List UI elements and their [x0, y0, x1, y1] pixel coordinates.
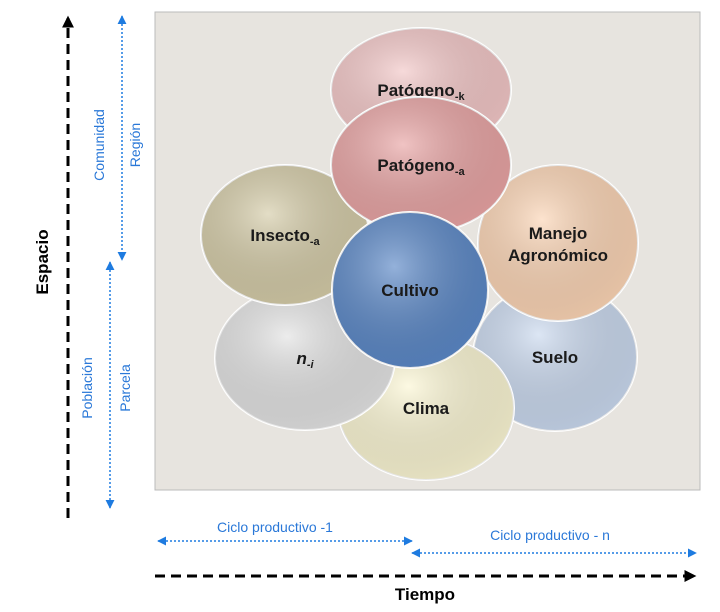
node-label: Patógeno-k	[377, 81, 465, 103]
node-shade	[201, 165, 369, 305]
node-shade	[331, 97, 511, 233]
time-scale-label: Ciclo productivo -1	[217, 519, 333, 535]
node-label: n-i	[296, 349, 314, 371]
node-label: Cultivo	[381, 281, 439, 300]
node-label-main: n	[296, 349, 306, 368]
space-scale-label: Región	[127, 123, 143, 167]
node-label-main: Cultivo	[381, 281, 439, 300]
space-scale-label: Comunidad	[91, 109, 107, 181]
node-label-main: Patógeno	[377, 81, 454, 100]
node: Cultivo	[331, 211, 489, 369]
node-label: Clima	[403, 399, 450, 418]
time-axis-label: Tiempo	[395, 585, 455, 604]
node-label-main: Suelo	[532, 348, 578, 367]
node: Manejo Agronómico	[477, 164, 639, 322]
node-label-sub: -i	[307, 359, 315, 371]
node-label-main: Insecto	[250, 226, 310, 245]
node-label-main: Clima	[403, 399, 450, 418]
node: Patógeno-a	[330, 96, 512, 234]
node-label-sub: -a	[455, 166, 466, 178]
node-shade	[478, 165, 638, 321]
node-label-sub: -a	[310, 236, 321, 248]
node-label-main: Patógeno	[377, 156, 454, 175]
space-scale-label: Parcela	[117, 364, 133, 412]
space-scale-label: Población	[79, 357, 95, 419]
time-scale-label: Ciclo productivo - n	[490, 527, 610, 543]
node-label: Manejo	[529, 224, 588, 243]
node-label: Patógeno-a	[377, 156, 465, 178]
node-shade	[332, 212, 488, 368]
node-label: Suelo	[532, 348, 578, 367]
node: Suelo	[472, 282, 638, 432]
space-axis-label: Espacio	[33, 229, 52, 294]
node-label: Insecto-a	[250, 226, 320, 248]
node-shade	[473, 283, 637, 431]
node: Insecto-a	[200, 164, 370, 306]
node-label: Agronómico	[508, 246, 608, 265]
node-label-sub: -k	[455, 91, 466, 103]
